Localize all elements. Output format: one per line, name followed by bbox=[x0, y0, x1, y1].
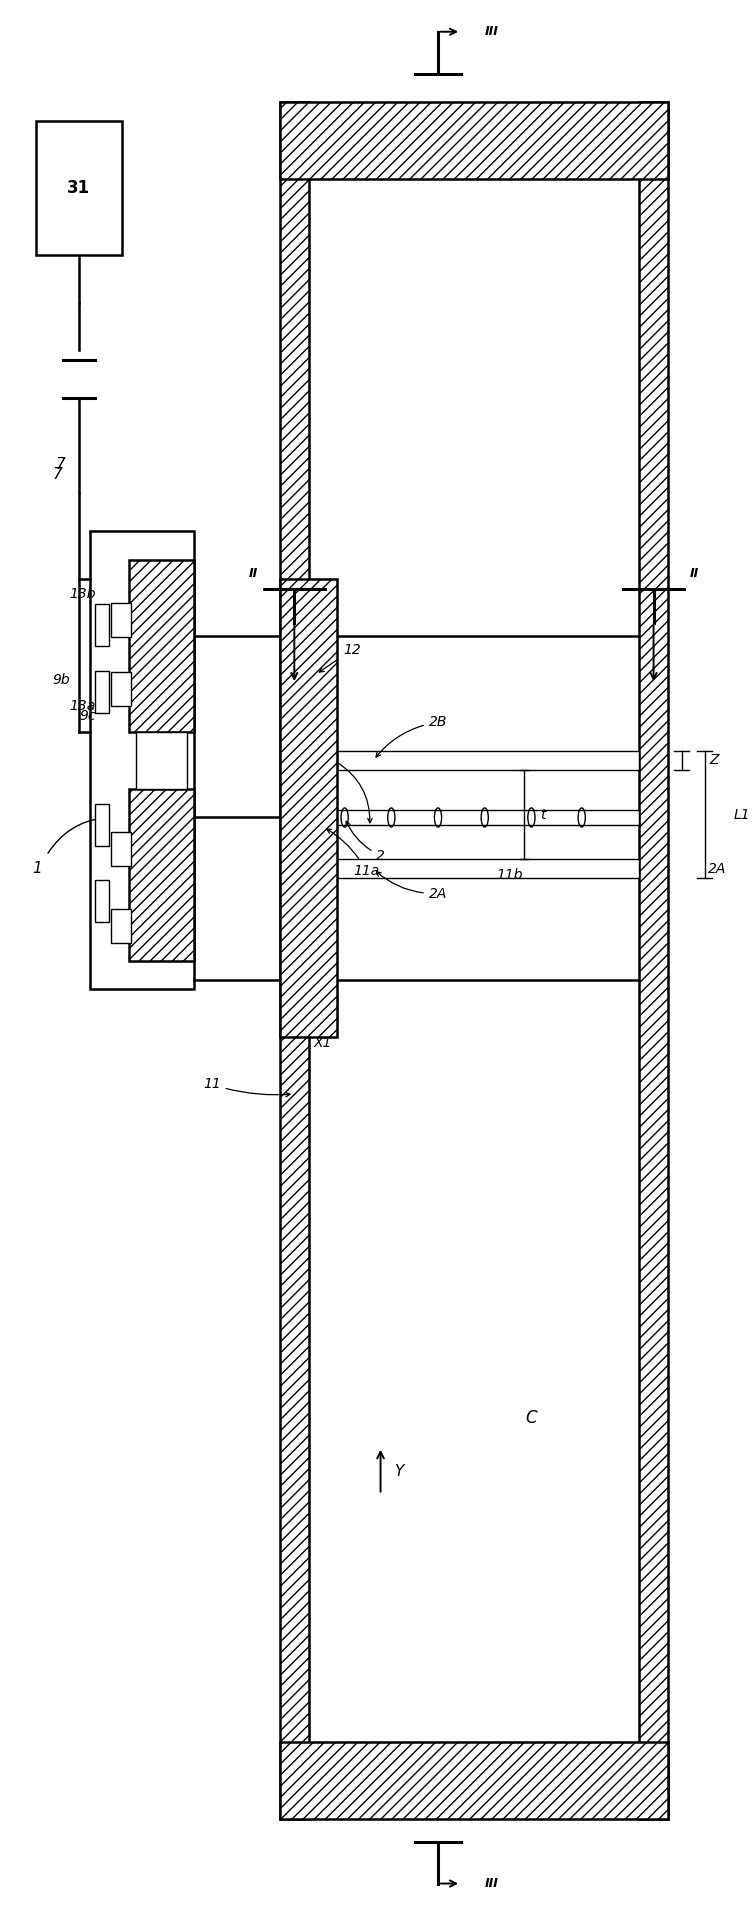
Text: 13b: 13b bbox=[69, 588, 95, 601]
Text: 9b: 9b bbox=[52, 672, 70, 688]
Text: 2A: 2A bbox=[376, 872, 448, 901]
Text: III: III bbox=[485, 1877, 499, 1890]
Text: 12: 12 bbox=[319, 644, 361, 672]
Bar bbox=[136, 732, 187, 790]
Bar bbox=[280, 102, 668, 179]
Text: II: II bbox=[249, 567, 259, 580]
Bar bbox=[308, 811, 639, 826]
Bar bbox=[94, 880, 109, 922]
Text: 2B: 2B bbox=[376, 715, 448, 757]
Bar bbox=[129, 561, 194, 732]
Text: 11a: 11a bbox=[327, 830, 380, 878]
Bar bbox=[111, 909, 132, 943]
Bar bbox=[94, 805, 109, 845]
Text: 7: 7 bbox=[52, 467, 62, 482]
Text: Y: Y bbox=[394, 1464, 403, 1479]
Text: X1: X1 bbox=[314, 1035, 332, 1049]
Text: 31: 31 bbox=[67, 179, 91, 198]
Text: III: III bbox=[485, 25, 499, 38]
Bar bbox=[639, 102, 668, 1819]
Text: 2A: 2A bbox=[708, 863, 726, 876]
Text: C: C bbox=[525, 1410, 538, 1427]
Bar bbox=[129, 790, 194, 960]
Text: 1: 1 bbox=[33, 861, 42, 876]
Bar bbox=[94, 670, 109, 713]
Text: 13a: 13a bbox=[70, 699, 95, 713]
Text: 2: 2 bbox=[346, 822, 385, 863]
Text: t: t bbox=[540, 807, 546, 822]
Bar bbox=[111, 603, 132, 638]
Bar bbox=[111, 672, 132, 705]
Bar bbox=[280, 578, 337, 1037]
Bar bbox=[337, 751, 639, 770]
Text: 11b: 11b bbox=[497, 868, 523, 882]
Bar bbox=[111, 832, 132, 866]
Bar bbox=[337, 859, 639, 878]
Text: L1: L1 bbox=[734, 807, 751, 822]
Text: II: II bbox=[689, 567, 699, 580]
Bar bbox=[280, 102, 308, 1819]
Bar bbox=[36, 121, 122, 255]
Bar bbox=[94, 603, 109, 645]
Text: 11: 11 bbox=[203, 1078, 290, 1097]
Bar bbox=[89, 532, 194, 989]
Text: Z: Z bbox=[710, 753, 719, 766]
Bar bbox=[280, 1742, 668, 1819]
Bar bbox=[308, 179, 639, 1742]
Text: 9c: 9c bbox=[79, 709, 96, 724]
Text: 7: 7 bbox=[56, 457, 66, 473]
